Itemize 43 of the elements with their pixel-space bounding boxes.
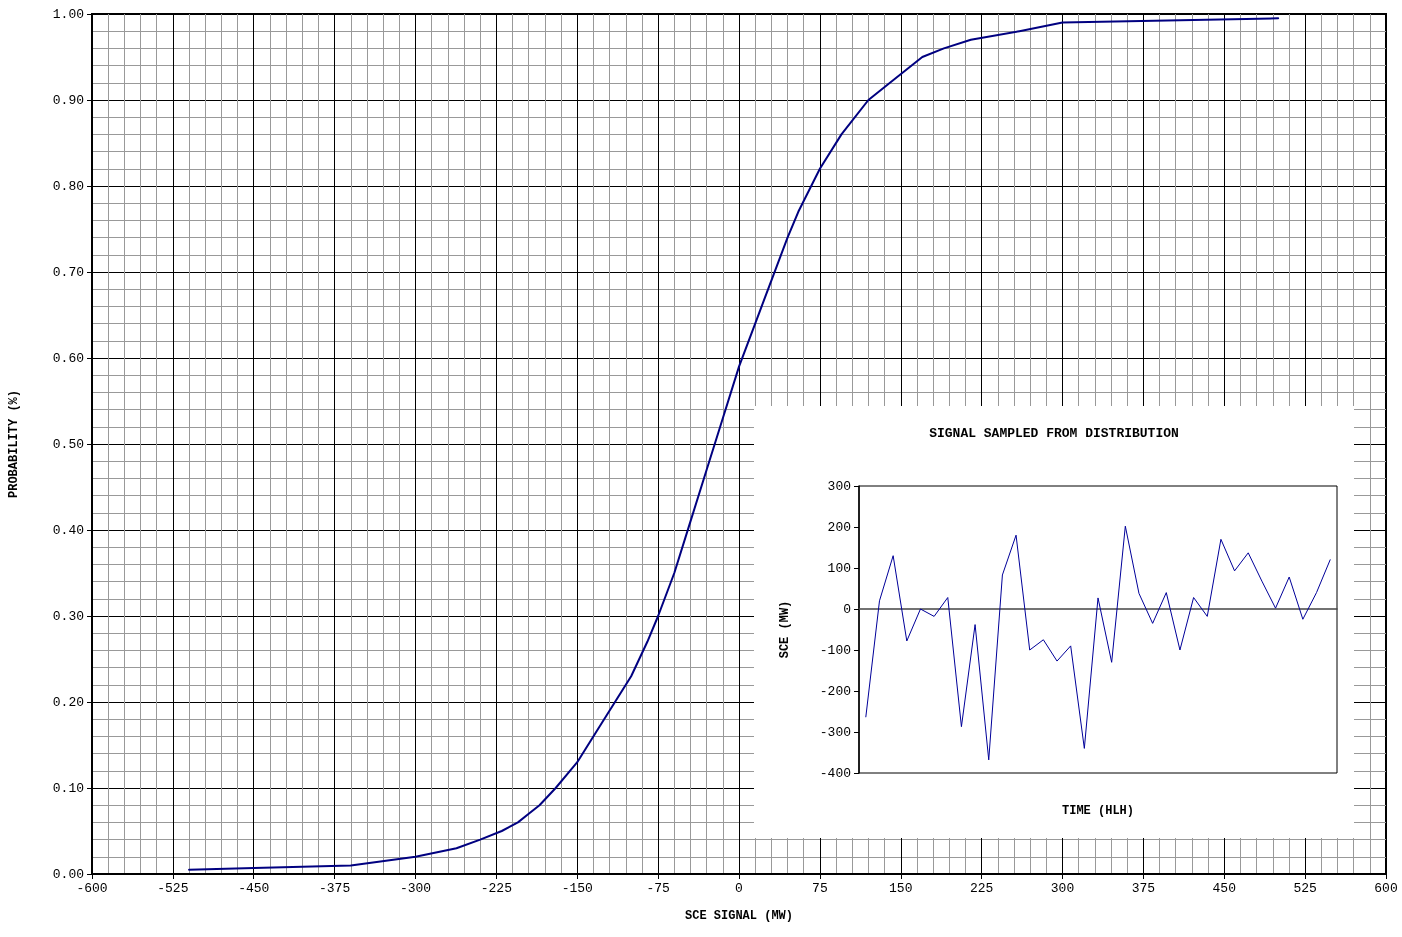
x-tick-label: -525 — [157, 881, 189, 896]
y-tick-label: 0.60 — [52, 350, 84, 366]
y-tick-label: 0.50 — [52, 436, 84, 452]
x-tick-label: -600 — [76, 881, 108, 896]
x-tick-label: 150 — [889, 881, 913, 896]
x-tick-label: 0 — [735, 881, 743, 896]
x-tick-label: 225 — [969, 881, 994, 896]
x-tick-label: 450 — [1212, 881, 1236, 896]
y-tick-label: 0.70 — [52, 264, 84, 280]
x-tick-label: -150 — [561, 881, 593, 896]
y-tick-label: 0 — [843, 601, 851, 617]
x-axis-title: TIME (HLH) — [1061, 804, 1135, 818]
y-axis-title: SCE (MW) — [778, 600, 792, 659]
x-tick-label: -75 — [646, 881, 670, 896]
y-tick-label: -100 — [819, 642, 851, 658]
line-series — [865, 525, 1331, 761]
y-tick-label: 200 — [827, 519, 851, 535]
y-tick-label: 0.00 — [52, 866, 84, 882]
x-tick-label: 525 — [1293, 881, 1317, 896]
x-tick-label: -300 — [399, 881, 432, 896]
y-tick-label: 0.10 — [52, 780, 84, 796]
y-tick-label: -400 — [819, 765, 851, 781]
x-tick-label: 600 — [1374, 881, 1398, 896]
x-tick-label: -225 — [480, 881, 512, 896]
line-series — [188, 17, 1280, 871]
y-tick-label: 0.90 — [52, 92, 84, 108]
x-axis-title: SCE SIGNAL (MW) — [684, 909, 794, 923]
y-tick-label: 100 — [827, 560, 851, 576]
y-axis-title: PROBABILITY (%) — [7, 389, 21, 499]
y-tick-label: 0.40 — [52, 522, 84, 538]
x-tick-label: 75 — [812, 881, 828, 896]
y-tick-label: 0.30 — [52, 608, 84, 624]
y-tick-label: -200 — [819, 683, 851, 699]
x-tick-label: -450 — [238, 881, 270, 896]
chart-title: SIGNAL SAMPLED FROM DISTRIBUTION — [929, 426, 1179, 441]
y-tick-label: -300 — [819, 724, 851, 740]
y-tick-label: 0.80 — [52, 178, 84, 194]
x-tick-label: -375 — [319, 881, 351, 896]
y-tick-label: 300 — [827, 478, 851, 494]
y-tick-label: 1.00 — [52, 6, 84, 22]
x-tick-label: 375 — [1131, 881, 1156, 896]
x-tick-label: 300 — [1050, 881, 1075, 896]
y-tick-label: 0.20 — [52, 694, 84, 710]
